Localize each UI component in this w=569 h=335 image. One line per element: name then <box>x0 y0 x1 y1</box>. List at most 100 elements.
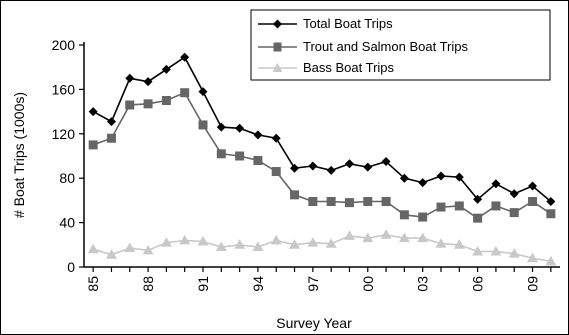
data-point-bass <box>325 238 337 248</box>
data-point-total <box>125 73 135 83</box>
data-point-bass <box>307 237 319 247</box>
data-point-trout-salmon <box>198 120 208 130</box>
data-point-trout-salmon <box>436 202 446 212</box>
x-tick-label: 03 <box>415 276 431 292</box>
data-point-total <box>216 122 226 132</box>
x-tick-label: 94 <box>250 276 266 292</box>
series-total <box>88 52 556 207</box>
series-bass <box>87 229 557 266</box>
data-point-bass <box>105 249 117 259</box>
legend: Total Boat Trips Trout and Salmon Boat T… <box>250 9 551 81</box>
y-tick-label: 120 <box>52 126 76 142</box>
x-tick-label: 06 <box>470 276 486 292</box>
data-point-total <box>418 178 428 188</box>
y-ticks: 0 40 80 120 160 200 <box>52 37 84 275</box>
data-point-trout-salmon <box>271 167 281 177</box>
y-tick-label: 200 <box>52 37 76 53</box>
series-line-trout-salmon <box>92 91 552 220</box>
y-tick-label: 0 <box>67 259 75 275</box>
data-point-trout-salmon <box>88 140 98 150</box>
data-point-trout-salmon <box>418 212 428 222</box>
data-point-trout-salmon <box>326 197 336 207</box>
data-point-trout-salmon <box>143 99 153 109</box>
data-point-trout-salmon <box>253 155 263 165</box>
data-point-trout-salmon <box>473 213 483 223</box>
data-point-total <box>473 194 483 204</box>
y-axis-title: # Boat Trips (1000s) <box>11 92 27 218</box>
series-line-bass <box>92 233 551 263</box>
data-point-total <box>546 197 556 207</box>
data-point-total <box>198 87 208 97</box>
data-point-trout-salmon <box>308 197 318 207</box>
data-point-total <box>253 130 263 140</box>
y-tick-label: 40 <box>59 215 75 231</box>
data-point-bass <box>453 239 465 249</box>
legend-label-trout: Trout and Salmon Boat Trips <box>303 39 468 54</box>
data-point-trout-salmon <box>344 198 354 208</box>
data-point-bass <box>197 235 209 246</box>
data-point-total <box>290 163 300 173</box>
data-point-bass <box>252 241 264 252</box>
data-point-total <box>88 107 98 117</box>
x-tick-label: 97 <box>305 276 321 292</box>
data-point-total <box>180 52 190 62</box>
data-point-trout-salmon <box>381 197 391 207</box>
data-point-bass <box>545 255 557 266</box>
data-point-bass <box>289 239 301 249</box>
data-point-trout-salmon <box>290 190 300 200</box>
data-point-total <box>106 117 116 127</box>
data-point-total <box>436 171 446 181</box>
data-point-total <box>528 181 538 191</box>
data-point-bass <box>142 244 154 255</box>
data-point-bass <box>508 248 520 258</box>
data-point-trout-salmon <box>106 133 116 143</box>
data-point-trout-salmon <box>454 201 464 211</box>
data-point-trout-salmon <box>399 210 409 220</box>
data-point-total <box>381 157 391 167</box>
data-point-total <box>399 173 409 183</box>
legend-label-total: Total Boat Trips <box>303 16 393 31</box>
data-point-bass <box>380 229 392 239</box>
data-point-total <box>344 159 354 169</box>
x-tick-label: 91 <box>195 276 211 292</box>
legend-marker-bass <box>272 63 283 72</box>
data-point-trout-salmon <box>546 209 556 219</box>
data-point-bass <box>527 252 539 263</box>
legend-marker-trout <box>273 42 282 52</box>
x-tick-label: 88 <box>140 276 156 292</box>
data-point-bass <box>362 232 374 243</box>
data-point-total <box>143 77 153 87</box>
data-point-trout-salmon <box>125 100 135 110</box>
x-ticks: 85 88 91 94 97 00 03 06 09 <box>85 267 552 292</box>
data-point-bass <box>124 242 136 253</box>
data-point-total <box>235 123 245 133</box>
data-point-bass <box>179 234 191 245</box>
data-point-bass <box>472 245 484 256</box>
y-tick-label: 160 <box>52 81 76 97</box>
data-point-bass <box>215 241 227 252</box>
data-point-bass <box>490 245 502 256</box>
series-trout-salmon <box>88 88 556 223</box>
data-point-trout-salmon <box>235 151 245 161</box>
x-tick-label: 09 <box>525 276 541 292</box>
data-point-bass <box>160 237 172 247</box>
data-point-bass <box>343 230 355 240</box>
data-point-bass <box>234 239 246 249</box>
series-layer <box>87 52 557 266</box>
data-point-bass <box>435 238 447 248</box>
data-point-total <box>363 162 373 172</box>
data-point-total <box>509 189 519 199</box>
data-point-total <box>308 161 318 171</box>
data-point-total <box>491 179 501 189</box>
data-point-total <box>161 64 171 74</box>
data-point-trout-salmon <box>528 197 538 207</box>
x-tick-label: 00 <box>360 276 376 292</box>
data-point-bass <box>398 232 410 243</box>
data-point-trout-salmon <box>180 88 190 98</box>
data-point-bass <box>87 243 99 254</box>
data-point-trout-salmon <box>363 197 373 207</box>
legend-marker-total <box>273 19 282 29</box>
data-point-trout-salmon <box>216 149 226 159</box>
x-tick-label: 85 <box>85 276 101 292</box>
